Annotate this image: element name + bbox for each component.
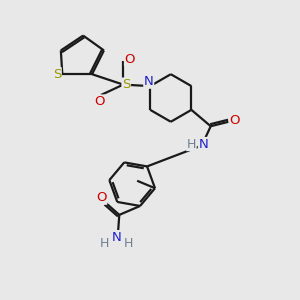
Text: O: O: [229, 114, 240, 127]
Text: O: O: [94, 95, 105, 108]
Text: N: N: [111, 231, 121, 244]
Text: H: H: [187, 138, 196, 151]
Text: N: N: [198, 138, 208, 151]
Text: S: S: [122, 78, 130, 91]
Text: N: N: [144, 75, 154, 88]
Text: H: H: [124, 237, 133, 250]
Text: S: S: [53, 68, 61, 81]
Text: O: O: [96, 191, 107, 204]
Text: H: H: [100, 237, 109, 250]
Text: O: O: [124, 53, 135, 66]
